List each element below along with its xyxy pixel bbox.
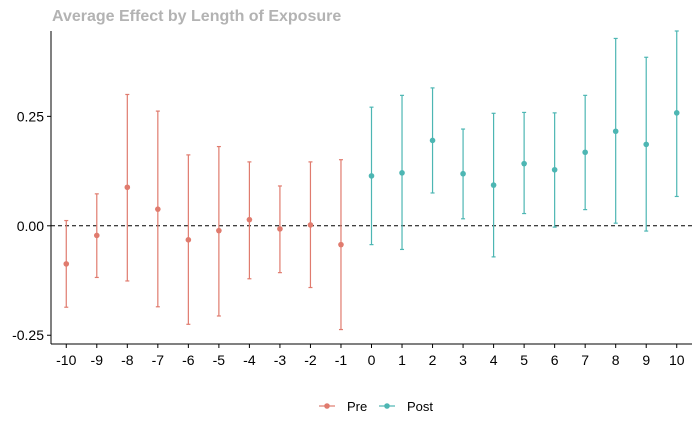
data-point (551, 166, 558, 173)
axes: -0.250.000.25-10 -9 -8 -7 -6 -5 -4 -3 -2 -1 0 1 2 3 4 5… (12, 31, 692, 368)
data-point (643, 141, 650, 148)
x-tick-label: 5 (520, 352, 528, 368)
plot-marks (51, 30, 692, 331)
data-point (155, 206, 161, 212)
x-tick-label: -2 (304, 352, 317, 368)
x-tick-label: 4 (490, 352, 498, 368)
legend-label: Pre (347, 399, 367, 414)
data-point (368, 173, 375, 179)
data-point (63, 261, 70, 267)
y-tick-label: -0.25 (12, 327, 44, 343)
x-tick-label: 1 (398, 352, 406, 368)
legend: Pre Post (319, 399, 433, 414)
data-point (460, 170, 466, 177)
data-point (673, 110, 680, 116)
data-point (185, 237, 192, 243)
x-tick-label: -1 (335, 352, 348, 368)
x-tick-label: -3 (274, 352, 287, 368)
x-tick-label: 3 (459, 352, 467, 368)
data-point (277, 226, 283, 232)
x-tick-label: 10 (669, 352, 685, 368)
legend-key-point (384, 403, 390, 409)
x-tick-label: 2 (429, 352, 437, 368)
data-point (124, 184, 131, 191)
data-point (93, 232, 100, 239)
x-tick-label: -9 (91, 352, 104, 368)
data-point (612, 128, 619, 135)
x-tick-label: 9 (642, 352, 650, 368)
legend-label: Post (407, 399, 433, 414)
legend-key-point (324, 403, 330, 409)
data-point (307, 222, 314, 228)
y-tick-label: 0.00 (17, 218, 44, 234)
x-tick-label: 8 (612, 352, 620, 368)
x-tick-label: 6 (551, 352, 559, 368)
data-point (582, 149, 588, 156)
x-tick-label: -7 (152, 352, 165, 368)
data-point (338, 241, 344, 248)
x-tick-label: -5 (213, 352, 226, 368)
data-point (216, 227, 222, 234)
data-point (521, 160, 527, 167)
x-tick-label: -10 (56, 352, 76, 368)
chart-title: Average Effect by Length of Exposure (52, 8, 341, 25)
x-tick-label: -4 (243, 352, 256, 368)
y-tick-label: 0.25 (17, 108, 44, 124)
x-tick-label: -8 (121, 352, 134, 368)
data-point (429, 137, 436, 144)
x-tick-label: 0 (368, 352, 376, 368)
data-point (399, 170, 405, 176)
x-tick-label: 7 (581, 352, 589, 368)
data-point (490, 182, 497, 188)
x-tick-label: -6 (182, 352, 195, 368)
data-point (246, 216, 253, 223)
